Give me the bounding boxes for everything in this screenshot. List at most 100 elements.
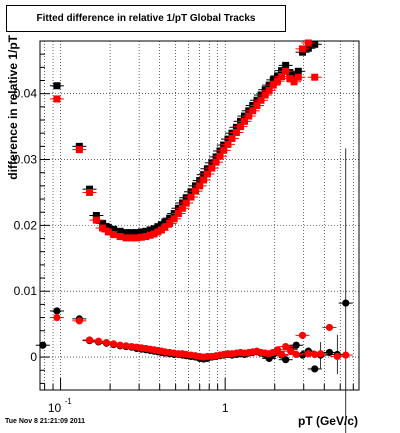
data-point: [212, 153, 220, 161]
data-point: [146, 231, 154, 239]
y-tick-label: 0: [30, 350, 37, 364]
data-point: [116, 341, 124, 349]
data-point: [286, 69, 294, 77]
data-point: [174, 210, 182, 218]
data-point: [166, 214, 174, 222]
data-point: [325, 323, 334, 332]
data-point: [224, 140, 232, 148]
data-point: [220, 141, 228, 149]
data-point: [92, 216, 100, 224]
series-3: [49, 313, 353, 361]
data-point: [53, 82, 61, 90]
data-point: [182, 194, 190, 202]
data-point: [257, 96, 265, 104]
data-point: [304, 39, 312, 47]
data-point: [75, 146, 83, 154]
data-point: [53, 95, 61, 103]
y-tick-label: 0.02: [14, 218, 38, 232]
data-point: [116, 227, 124, 235]
data-point: [208, 164, 216, 172]
data-point: [196, 177, 204, 185]
data-point: [333, 352, 341, 361]
y-tick-label: 0.03: [14, 153, 38, 167]
data-point: [86, 188, 94, 196]
data-point: [294, 73, 302, 81]
data-point: [265, 86, 273, 94]
data-point: [161, 218, 169, 226]
data-point: [137, 228, 145, 236]
data-point: [298, 331, 307, 339]
series-1: [49, 39, 322, 242]
data-point: [232, 123, 240, 131]
data-point: [269, 81, 277, 89]
data-point: [290, 72, 298, 80]
data-point: [269, 76, 277, 84]
y-tick-label: 0.01: [14, 284, 38, 298]
data-point: [110, 225, 118, 233]
data-point: [278, 67, 286, 75]
data-point: [274, 72, 282, 80]
data-point: [342, 299, 350, 307]
data-point: [75, 317, 83, 325]
data-point: [161, 223, 169, 231]
data-point: [245, 112, 253, 120]
data-point: [191, 187, 199, 195]
data-point: [290, 78, 298, 86]
y-tick-label: 0.04: [14, 87, 38, 101]
data-point: [274, 77, 282, 85]
data-point: [342, 351, 350, 359]
data-point: [277, 350, 286, 359]
data-point: [187, 193, 195, 201]
data-point: [150, 230, 158, 238]
y-axis-label: difference in relative 1/pT: [6, 34, 20, 179]
data-point: [99, 219, 107, 227]
data-point: [178, 204, 186, 212]
data-point: [110, 340, 118, 348]
data-point: [53, 313, 61, 322]
data-point: [278, 73, 286, 81]
data-point: [203, 170, 211, 178]
data-point: [228, 129, 236, 137]
data-point: [150, 225, 158, 233]
data-point: [53, 307, 61, 315]
data-point: [110, 231, 118, 239]
data-point: [182, 199, 190, 207]
data-point: [146, 226, 154, 234]
data-point: [228, 134, 236, 142]
data-point: [282, 342, 290, 351]
data-point: [85, 336, 94, 344]
data-point: [220, 146, 228, 154]
data-point: [304, 44, 312, 52]
data-point: [253, 102, 261, 110]
x-tick-label: 10: [48, 401, 62, 415]
data-point: [137, 233, 145, 241]
timestamp-footer: Tue Nov 8 21:21:09 2011: [5, 418, 86, 425]
data-point: [286, 75, 294, 83]
data-point: [92, 212, 100, 219]
data-point: [325, 348, 334, 357]
data-point: [282, 356, 290, 364]
data-point: [216, 152, 224, 160]
data-point: [282, 61, 290, 69]
data-point: [142, 233, 150, 241]
x-tick-label: 1: [222, 401, 229, 415]
data-point: [311, 350, 319, 359]
data-point: [261, 86, 269, 94]
data-point: [287, 347, 295, 355]
data-point: [196, 182, 204, 190]
data-point: [99, 224, 107, 232]
data-point: [116, 233, 124, 241]
data-point: [304, 350, 312, 358]
data-point: [170, 215, 178, 223]
data-point: [104, 223, 112, 231]
chart-title: Fitted difference in relative 1/pT Globa…: [6, 5, 286, 32]
data-point: [216, 147, 224, 155]
data-point: [208, 159, 216, 167]
data-point: [237, 123, 245, 131]
data-point: [292, 341, 300, 349]
data-point: [94, 337, 103, 345]
data-point: [282, 67, 290, 75]
data-point: [166, 219, 174, 227]
